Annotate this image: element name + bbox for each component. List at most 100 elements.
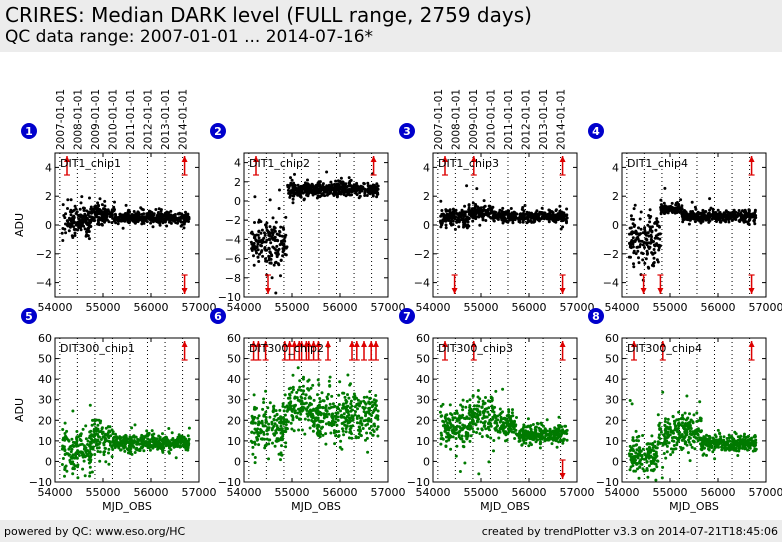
data-point	[450, 223, 453, 227]
data-point	[313, 188, 317, 192]
data-point	[654, 228, 658, 232]
data-point	[253, 440, 257, 444]
data-point	[275, 424, 279, 428]
data-point	[483, 409, 487, 413]
data-point	[562, 430, 565, 434]
data-point	[521, 428, 525, 432]
data-point	[302, 389, 306, 393]
data-point	[648, 245, 652, 249]
data-point	[249, 439, 253, 443]
data-point	[270, 422, 274, 426]
data-point	[350, 436, 354, 440]
data-point	[255, 245, 259, 249]
data-point	[268, 438, 272, 442]
data-point	[494, 426, 498, 430]
data-point	[295, 391, 299, 394]
data-point	[98, 218, 102, 222]
data-point	[675, 210, 679, 214]
data-point	[271, 245, 275, 249]
data-point	[487, 460, 491, 464]
data-point	[320, 186, 324, 190]
data-point	[501, 387, 505, 391]
data-point	[444, 223, 448, 227]
data-point	[689, 210, 693, 214]
data-point	[744, 220, 748, 224]
data-point	[536, 213, 540, 217]
data-point	[157, 207, 161, 211]
data-point	[700, 211, 704, 215]
data-point	[170, 438, 174, 442]
data-point	[328, 384, 332, 388]
data-point	[452, 429, 456, 432]
data-point	[306, 379, 310, 383]
data-point	[256, 423, 260, 427]
panel-number: 2	[214, 125, 222, 138]
data-point	[307, 396, 311, 400]
data-point	[276, 439, 280, 443]
data-point	[453, 426, 457, 430]
x-tick-label: 56000	[512, 301, 547, 314]
data-point	[146, 434, 150, 438]
data-point	[342, 183, 346, 187]
data-point	[639, 227, 643, 231]
data-point	[742, 216, 746, 219]
data-point	[629, 255, 632, 259]
data-point	[278, 230, 282, 234]
data-point	[253, 427, 257, 431]
data-point	[257, 229, 261, 233]
data-point	[513, 437, 517, 440]
data-point	[560, 433, 563, 436]
data-point	[184, 217, 188, 221]
y-tick-label: 40	[227, 373, 241, 386]
data-point	[372, 430, 376, 433]
data-point	[170, 442, 173, 446]
data-point	[462, 445, 466, 449]
data-point	[743, 208, 747, 212]
data-point	[88, 465, 92, 469]
data-point	[335, 430, 338, 434]
data-point	[465, 399, 469, 403]
date-axis-label: 2012-01-01	[520, 89, 532, 150]
data-point	[337, 393, 341, 397]
data-point	[86, 211, 90, 215]
data-point	[311, 383, 315, 387]
data-point	[257, 434, 261, 438]
series-label: DIT1_chip4	[627, 157, 688, 170]
data-point	[498, 208, 502, 212]
data-point	[283, 393, 287, 397]
data-point	[342, 402, 345, 406]
x-axis-label: MJD_OBS	[291, 500, 341, 513]
data-point	[454, 208, 458, 212]
data-point	[155, 441, 159, 445]
data-point	[510, 411, 514, 415]
data-point	[252, 417, 256, 421]
data-point	[523, 204, 527, 207]
data-point	[142, 212, 146, 216]
data-point	[458, 470, 462, 473]
data-point	[279, 424, 283, 428]
data-point	[511, 219, 515, 223]
data-point	[629, 214, 633, 218]
data-point	[368, 390, 372, 394]
data-point	[74, 452, 78, 456]
data-point	[186, 448, 190, 452]
data-point	[97, 223, 101, 227]
data-point	[144, 219, 148, 223]
data-point	[112, 435, 116, 439]
data-point	[471, 419, 475, 423]
data-point	[526, 417, 530, 421]
data-point	[746, 222, 750, 226]
data-point	[74, 212, 78, 215]
data-point	[637, 256, 640, 260]
data-point	[506, 216, 510, 220]
y-tick-label: −10	[29, 476, 52, 489]
data-point	[93, 434, 97, 438]
data-point	[509, 414, 513, 418]
data-point	[460, 434, 464, 438]
data-point	[251, 245, 255, 249]
data-point	[75, 437, 79, 441]
data-point	[292, 193, 296, 197]
series-DIT300_chip2	[249, 345, 380, 465]
data-point	[448, 403, 452, 407]
